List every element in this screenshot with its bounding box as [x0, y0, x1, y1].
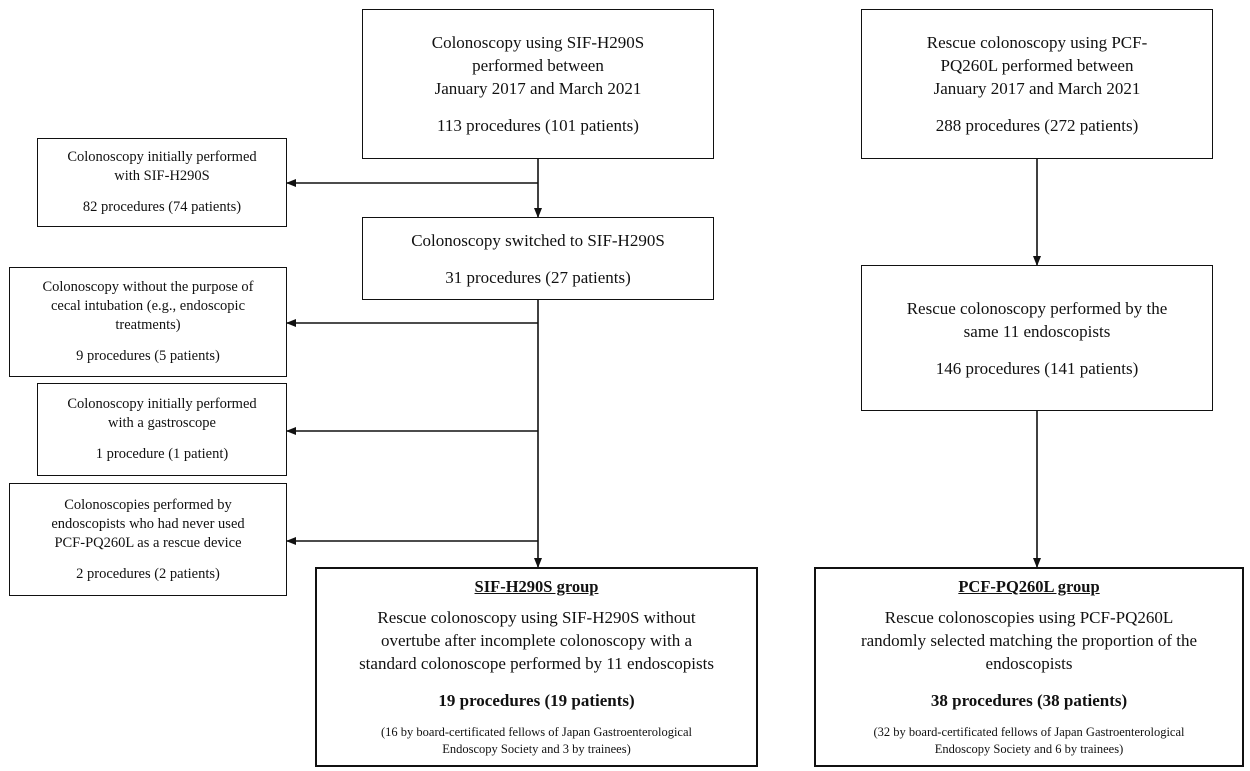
- pcf-group-count: 38 procedures (38 patients): [930, 691, 1128, 710]
- sif-group-box: SIF-H290S group Rescue colonoscopy using…: [315, 567, 758, 767]
- same-endoscopists-line-2: same 11 endoscopists: [963, 321, 1111, 341]
- left-top-line-2: performed between: [472, 56, 604, 75]
- exclusion-gastroscope-box: Colonoscopy initially performed with a g…: [37, 383, 287, 476]
- sif-group-title: SIF-H290S group: [474, 577, 599, 596]
- left-top-box: Colonoscopy using SIF-H290S performed be…: [362, 9, 714, 159]
- pcf-group-note-1: (32 by board-certificated fellows of Jap…: [873, 725, 1185, 739]
- right-top-line-3: January 2017 and March 2021: [933, 79, 1141, 98]
- pcf-group-note-2: Endoscopy Society and 6 by trainees): [934, 742, 1124, 756]
- right-top-line-2: PQ260L performed between: [940, 56, 1134, 75]
- pcf-group-line-2: randomly selected matching the proportio…: [860, 631, 1198, 650]
- excl-no-cecal-line-3: treatments): [115, 317, 181, 333]
- sif-group-note-1: (16 by board-certificated fellows of Jap…: [381, 725, 692, 739]
- excl-gastroscope-line-1: Colonoscopy initially performed: [67, 396, 257, 412]
- excl-no-cecal-line-2: cecal intubation (e.g., endoscopic: [50, 298, 246, 314]
- left-top-line-1: Colonoscopy using SIF-H290S: [431, 33, 645, 52]
- exclusion-never-used-box: Colonoscopies performed by endoscopists …: [9, 483, 287, 596]
- sif-group-line-1: Rescue colonoscopy using SIF-H290S witho…: [377, 608, 696, 627]
- same-endoscopists-line-1: Rescue colonoscopy performed by the: [906, 298, 1168, 318]
- excl-never-used-line-2: endoscopists who had never used: [51, 515, 245, 532]
- left-top-count: 113 procedures (101 patients): [437, 116, 639, 135]
- sif-group-line-3: standard colonoscope performed by 11 end…: [359, 654, 714, 673]
- switched-count: 31 procedures (27 patients): [445, 267, 631, 287]
- same-endoscopists-count: 146 procedures (141 patients): [935, 358, 1139, 378]
- sif-group-line-2: overtube after incomplete colonoscopy wi…: [380, 631, 693, 650]
- sif-group-note-2: Endoscopy Society and 3 by trainees): [442, 742, 631, 756]
- left-top-line-3: January 2017 and March 2021: [434, 79, 642, 98]
- right-top-box: Rescue colonoscopy using PCF- PQ260L per…: [861, 9, 1213, 159]
- excl-gastroscope-line-2: with a gastroscope: [108, 415, 216, 431]
- sif-group-count: 19 procedures (19 patients): [438, 691, 635, 710]
- excl-initial-sif-count: 82 procedures (74 patients): [82, 199, 242, 215]
- pcf-group-line-3: endoscopists: [985, 654, 1073, 673]
- excl-no-cecal-count: 9 procedures (5 patients): [76, 348, 220, 364]
- exclusion-no-cecal-box: Colonoscopy without the purpose of cecal…: [9, 267, 287, 377]
- right-top-line-1: Rescue colonoscopy using PCF-: [926, 33, 1148, 52]
- same-endoscopists-box: Rescue colonoscopy performed by the same…: [861, 265, 1213, 411]
- switched-box: Colonoscopy switched to SIF-H290S 31 pro…: [362, 217, 714, 300]
- excl-no-cecal-line-1: Colonoscopy without the purpose of: [42, 279, 254, 295]
- pcf-group-title: PCF-PQ260L group: [958, 577, 1100, 596]
- excl-never-used-count: 2 procedures (2 patients): [76, 565, 220, 582]
- switched-line: Colonoscopy switched to SIF-H290S: [411, 230, 665, 250]
- right-top-count: 288 procedures (272 patients): [935, 116, 1139, 135]
- excl-initial-sif-line-1: Colonoscopy initially performed: [67, 149, 257, 165]
- excl-never-used-line-3: PCF-PQ260L as a rescue device: [54, 534, 242, 551]
- exclusion-initial-sif-box: Colonoscopy initially performed with SIF…: [37, 138, 287, 227]
- pcf-group-line-1: Rescue colonoscopies using PCF-PQ260L: [884, 608, 1174, 627]
- excl-initial-sif-line-2: with SIF-H290S: [114, 168, 210, 184]
- excl-gastroscope-count: 1 procedure (1 patient): [95, 446, 229, 462]
- excl-never-used-line-1: Colonoscopies performed by: [64, 496, 232, 513]
- pcf-group-box: PCF-PQ260L group Rescue colonoscopies us…: [814, 567, 1244, 767]
